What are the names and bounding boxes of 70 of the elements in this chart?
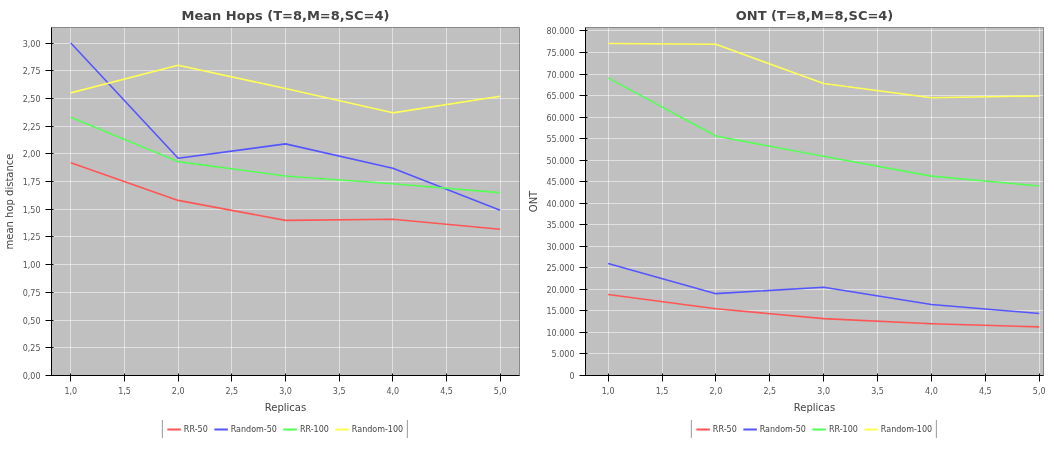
x-tick-label: 5,0: [493, 386, 507, 396]
y-tick-label: 0,25: [22, 344, 41, 354]
y-tick-label: 2,75: [22, 67, 41, 77]
y-tick-label: 50.000: [546, 156, 575, 166]
y-tick-label: 2,25: [22, 122, 41, 132]
y-tick-label: 0,50: [22, 316, 41, 326]
x-tick-label: 5,0: [1032, 386, 1046, 396]
y-tick-label: 1,50: [22, 205, 41, 215]
x-tick-label: 1,5: [655, 386, 669, 396]
x-tick-label: 3,5: [332, 386, 346, 396]
y-tick-label: 10.000: [546, 328, 575, 338]
legend-label: Random-50: [230, 424, 277, 434]
legend-label: RR-50: [712, 424, 737, 434]
x-tick-label: 3,0: [817, 386, 831, 396]
y-axis-title: ONT: [527, 189, 539, 213]
y-tick-label: 35.000: [546, 221, 575, 231]
line-series: [70, 42, 501, 212]
x-tick-label: 4,0: [925, 386, 938, 396]
x-tick-label: 2,5: [225, 386, 239, 396]
y-tick-label: 1,00: [22, 261, 41, 271]
x-tick-label: 1,0: [601, 386, 615, 396]
y-tick-label: 80.000: [546, 27, 575, 37]
x-tick-label: 3,0: [279, 386, 292, 396]
y-tick-label: 25.000: [546, 264, 575, 274]
y-tick-label: 75.000: [546, 48, 575, 58]
y-tick-label: 1,25: [22, 233, 41, 243]
y-tick-label: 70.000: [546, 70, 575, 80]
legend-label: RR-50: [183, 424, 208, 434]
legend-label: RR-100: [299, 424, 329, 434]
x-tick-label: 2,0: [171, 386, 185, 396]
y-tick-label: 0: [569, 372, 575, 381]
y-tick-label: 20.000: [546, 285, 575, 295]
x-tick-label: 2,5: [763, 386, 777, 396]
y-tick-label: 3,00: [22, 39, 41, 49]
y-tick-label: 0,00: [22, 372, 41, 381]
x-tick-label: 1,5: [118, 386, 131, 396]
y-tick-label: 15.000: [546, 307, 575, 317]
line-series: [607, 77, 1040, 187]
line-series: [607, 262, 1040, 315]
x-tick-label: 4,0: [386, 386, 400, 396]
x-tick-label: 1,0: [64, 386, 78, 396]
x-tick-label: 3,5: [871, 386, 884, 396]
legend-label: RR-100: [828, 424, 858, 434]
x-axis-title: Replicas: [264, 401, 307, 413]
y-axis-title: mean hop distance: [3, 153, 15, 250]
y-tick-label: 5.000: [551, 350, 575, 360]
line-series: [607, 293, 1040, 328]
line-series: [607, 42, 1040, 99]
x-tick-label: 2,0: [709, 386, 723, 396]
line-series: [70, 64, 501, 114]
x-tick-label: 4,5: [440, 386, 453, 396]
y-tick-label: 0,75: [22, 288, 41, 298]
y-tick-label: 45.000: [546, 178, 575, 188]
legend-label: Random-50: [759, 424, 806, 434]
y-tick-label: 55.000: [546, 135, 575, 145]
legend-label: Random-100: [351, 424, 404, 434]
line-series: [70, 116, 501, 194]
line-series: [70, 161, 501, 231]
y-tick-label: 2,50: [22, 94, 41, 104]
y-tick-label: 30.000: [546, 242, 575, 252]
y-tick-label: 40.000: [546, 199, 575, 209]
legend-label: Random-100: [880, 424, 933, 434]
chart-title: ONT (T=8,M=8,SC=4): [735, 7, 894, 23]
y-tick-label: 2,00: [22, 150, 41, 160]
chart-title: Mean Hops (T=8,M=8,SC=4): [181, 7, 390, 23]
y-tick-label: 1,75: [22, 178, 41, 188]
y-tick-label: 65.000: [546, 92, 575, 102]
x-axis-title: Replicas: [793, 401, 836, 413]
x-tick-label: 4,5: [978, 386, 992, 396]
y-tick-label: 60.000: [546, 113, 575, 123]
